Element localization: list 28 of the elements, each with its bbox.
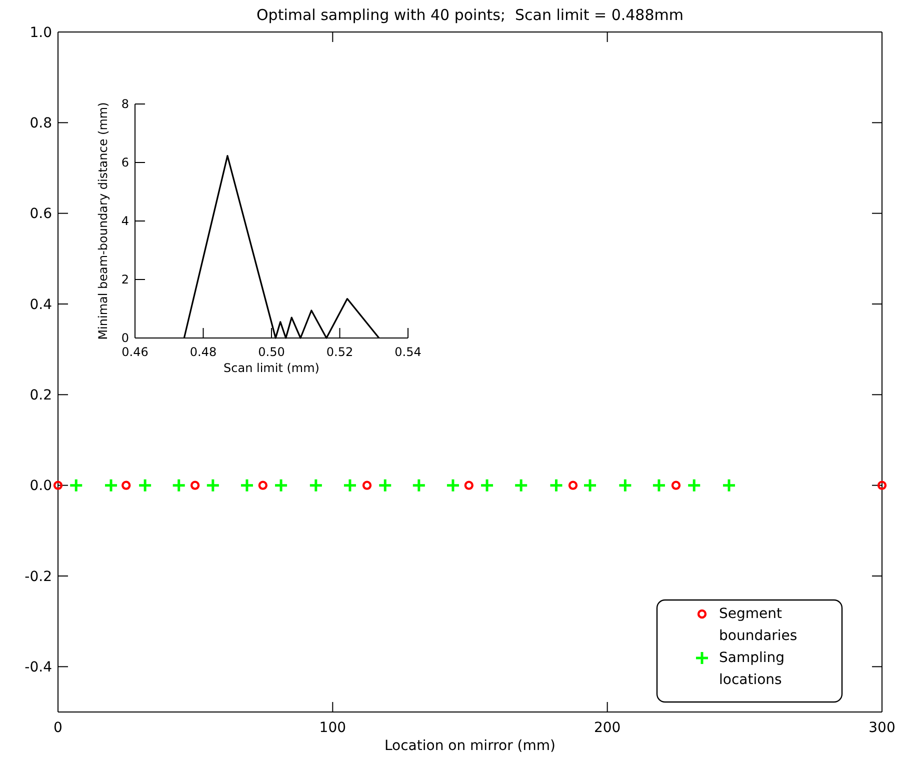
y-axis-title: Minimal beam-boundary distance (mm) <box>96 102 110 340</box>
chart-title: Optimal sampling with 40 points; Scan limit = 0.488mm <box>256 6 684 24</box>
legend-label: Segment boundaries <box>719 606 798 644</box>
x-tick-label: 0.46 <box>122 345 148 359</box>
x-tick-label: 0.48 <box>190 345 217 359</box>
y-tick-label: 4 <box>121 214 129 228</box>
x-tick-label: 100 <box>319 720 346 736</box>
y-tick-label: 2 <box>121 272 129 287</box>
x-tick-label: 0 <box>54 720 62 736</box>
x-tick-label: 0.54 <box>394 345 422 359</box>
y-tick-label: 1.0 <box>30 24 52 41</box>
x-axis-title: Location on mirror (mm) <box>384 738 556 754</box>
y-tick-label: 0.4 <box>30 296 52 313</box>
x-tick-label: 0.50 <box>258 345 285 359</box>
legend-label: Sampling locations <box>719 650 785 688</box>
y-tick-label: 0.6 <box>30 206 52 222</box>
x-tick-label: 300 <box>868 720 896 736</box>
x-tick-label: 0.52 <box>326 345 354 359</box>
y-tick-label: 0.2 <box>30 388 52 404</box>
y-tick-label: 0 <box>121 331 129 346</box>
y-tick-label: 0.8 <box>30 116 52 132</box>
y-tick-label: -0.4 <box>24 660 52 676</box>
x-axis-title: Scan limit (mm) <box>224 361 320 375</box>
y-tick-label: 0.0 <box>30 478 52 494</box>
y-tick-label: 6 <box>121 156 129 170</box>
y-tick-label: 8 <box>121 97 129 112</box>
y-tick-label: -0.2 <box>24 568 52 585</box>
x-tick-label: 200 <box>594 720 621 736</box>
